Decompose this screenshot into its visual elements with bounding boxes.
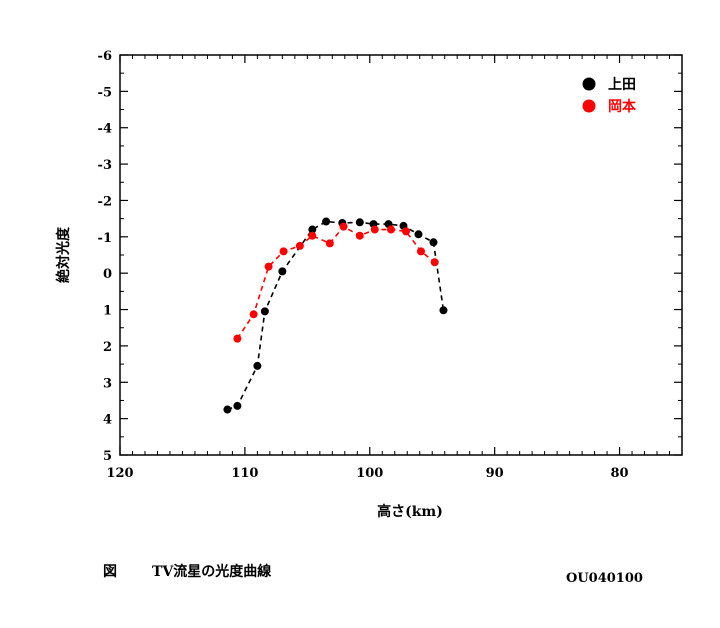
series-2-point xyxy=(401,227,410,236)
legend-label-2: 岡本 xyxy=(608,98,637,115)
series-2-point xyxy=(416,247,425,256)
y-tick-label: -2 xyxy=(98,194,112,209)
series-1-point xyxy=(414,230,423,239)
series-1-point xyxy=(253,361,262,370)
y-tick-label: 0 xyxy=(103,267,112,282)
series-1-point xyxy=(260,307,269,316)
y-tick-label: 3 xyxy=(103,376,112,391)
series-2-point xyxy=(355,231,364,240)
y-tick-labels: -6 -5 -4 -3 -2 -1 0 1 2 3 4 5 xyxy=(98,49,112,464)
x-tick-labels: 120 110 100 90 80 xyxy=(106,466,628,481)
x-tick-label: 90 xyxy=(486,466,504,481)
y-tick-label: -3 xyxy=(98,158,112,173)
figure-id: OU040100 xyxy=(566,571,643,586)
series-2-point xyxy=(325,239,334,248)
series-2-point xyxy=(264,262,273,271)
y-tick-label: 2 xyxy=(103,340,112,355)
legend-marker-1 xyxy=(582,77,596,91)
series-1-point xyxy=(223,405,232,414)
caption-prefix: 図 xyxy=(103,564,117,580)
series-2-point xyxy=(249,310,258,319)
series-line-1 xyxy=(227,220,445,411)
series-group xyxy=(223,217,448,414)
legend-marker-2 xyxy=(582,99,596,113)
series-1-point xyxy=(322,217,331,226)
series-2-point xyxy=(308,231,317,240)
x-tick-label: 110 xyxy=(231,466,258,481)
y-tick-label: -6 xyxy=(98,49,112,64)
series-1-point xyxy=(278,267,287,276)
series-1-point xyxy=(355,218,364,227)
y-tick-label: 4 xyxy=(103,413,112,428)
series-1-point xyxy=(429,238,438,247)
series-line-2 xyxy=(236,225,436,340)
caption-title: TV流星の光度曲線 xyxy=(152,564,272,580)
series-2-point xyxy=(295,241,304,250)
x-axis-title: 高さ(km) xyxy=(377,503,443,520)
series-1-point xyxy=(439,306,448,315)
plot-frame xyxy=(119,54,683,456)
x-tick-label: 80 xyxy=(611,466,629,481)
y-tick-label: -5 xyxy=(98,85,112,100)
y-tick-label: -4 xyxy=(98,122,112,137)
series-2-point xyxy=(279,247,288,256)
series-2-point xyxy=(339,222,348,231)
y-axis-title: 絶対光度 xyxy=(55,226,72,283)
y-tick-label: -1 xyxy=(98,231,112,246)
series-1-point xyxy=(233,401,242,410)
series-2-point xyxy=(370,225,379,234)
series-2-point xyxy=(233,334,242,343)
series-2-point xyxy=(430,258,439,267)
y-tick-label: 1 xyxy=(103,304,112,319)
y-tick-label: 5 xyxy=(103,449,112,464)
x-tick-label: 120 xyxy=(106,466,133,481)
legend-label-1: 上田 xyxy=(608,77,636,93)
series-2-point xyxy=(387,225,396,234)
x-tick-label: 100 xyxy=(356,466,383,481)
series-1-point xyxy=(308,225,317,234)
axis-ticks xyxy=(119,54,683,456)
